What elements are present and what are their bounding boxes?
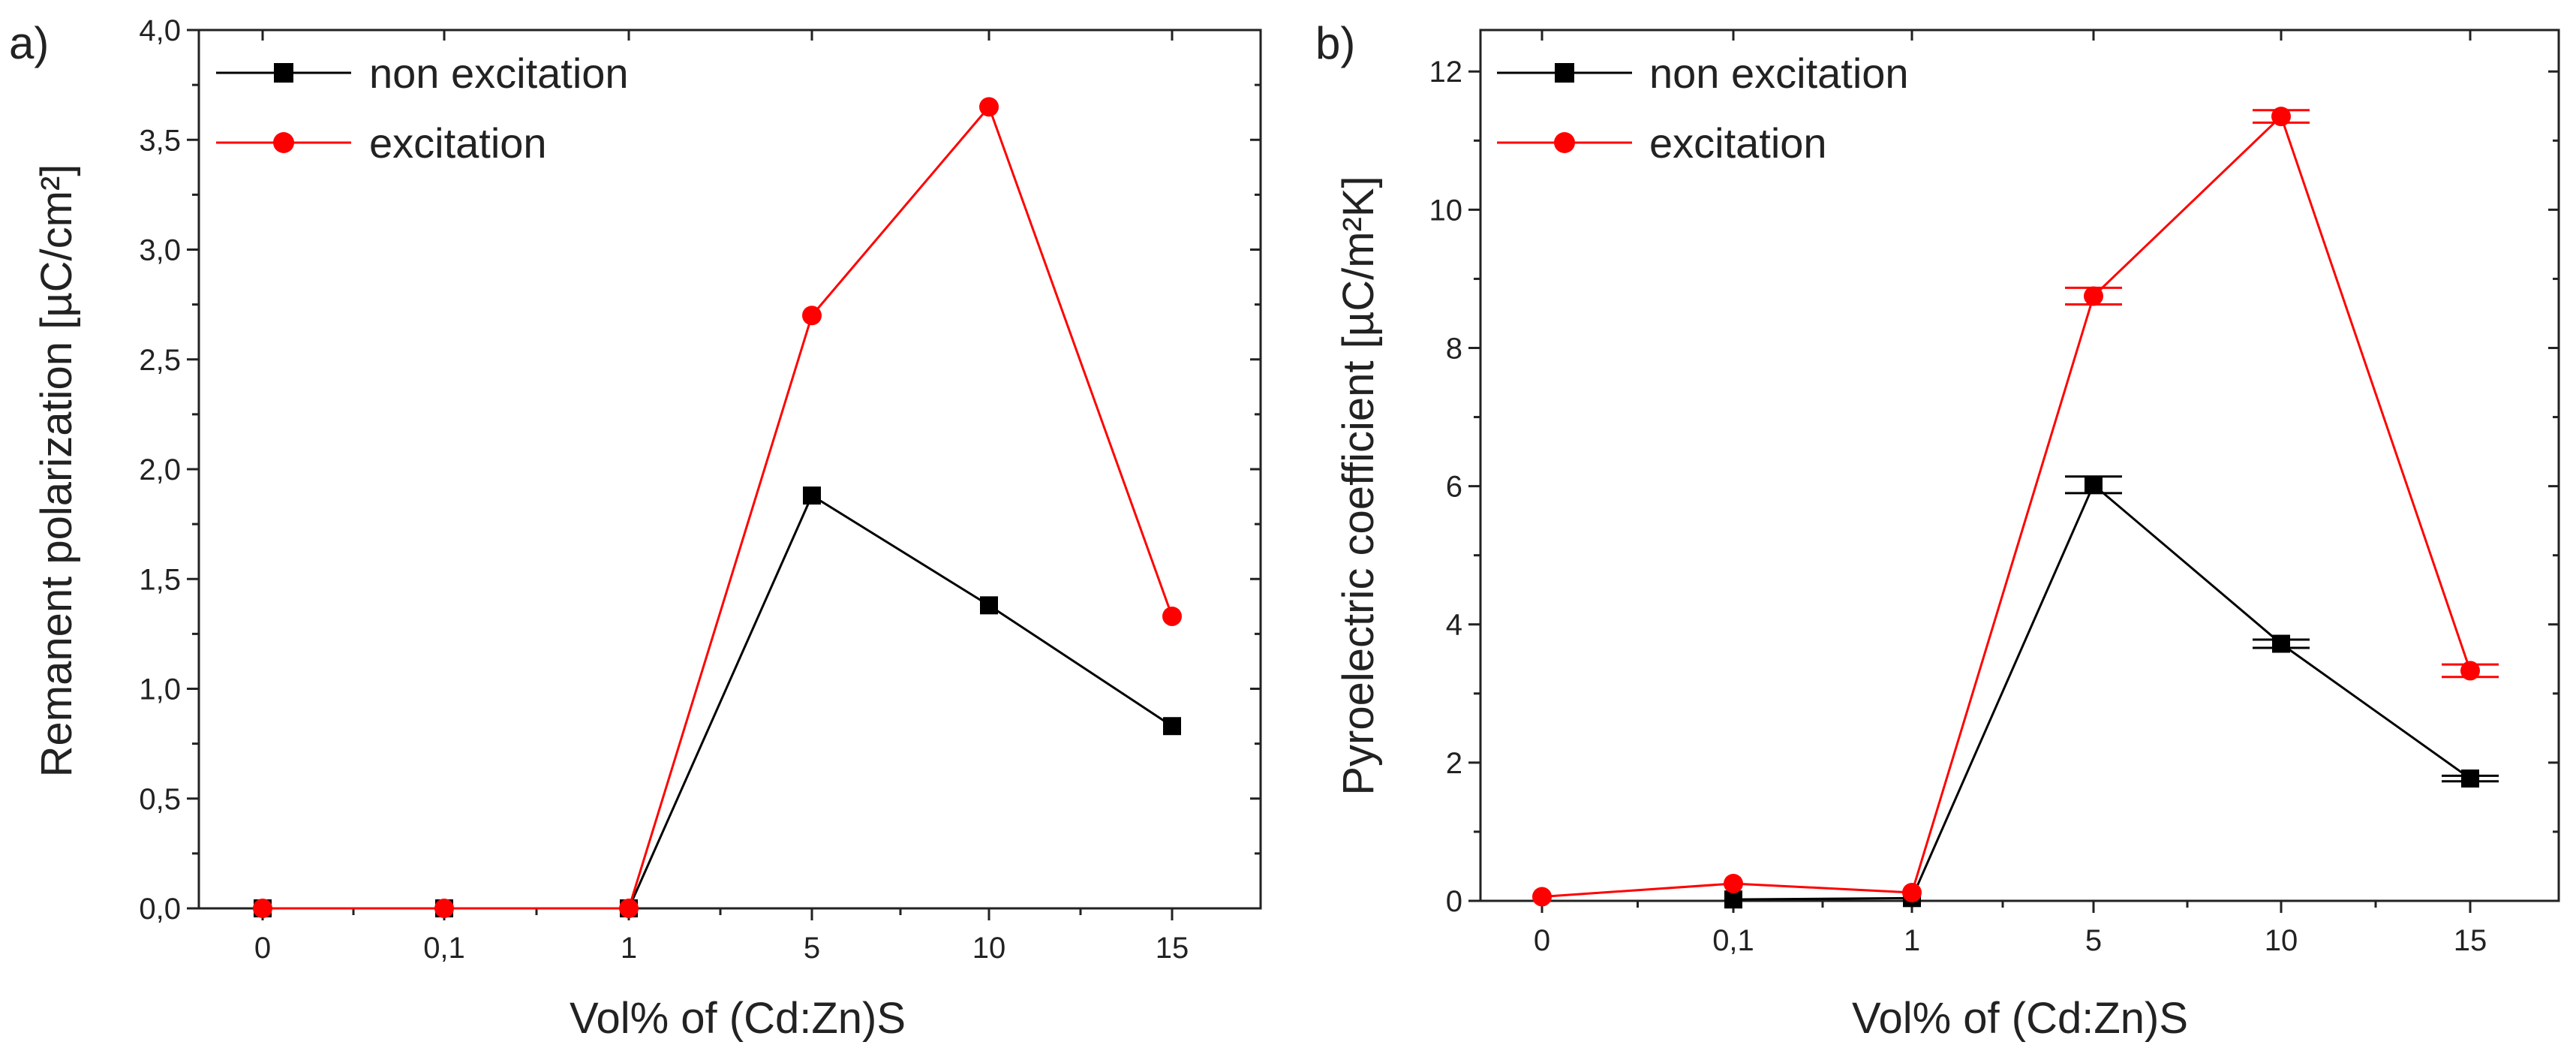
panel-a-legend: non excitation excitation [216,50,629,167]
panel-a-y-tick-label: 0,0 [139,893,181,926]
panel-a-data-point-excitation [434,899,454,918]
panel-a-series-line-non-excitation [263,493,1173,910]
panel-a-y-tick-label: 2,5 [139,344,181,377]
panel-a-y-tick-label: 3,0 [139,234,181,267]
panel-b-y-tick-label: 0 [1446,885,1462,918]
legend-marker-non-excitation [1555,63,1574,83]
panel-a-data-point-excitation [979,97,999,117]
panel-b-legend: non excitation excitation [1497,50,1909,167]
panel-b-y-tick-label: 6 [1446,471,1462,504]
panel-b-label: b) [1315,18,1355,68]
panel-a-x-tick-label: 1 [621,932,637,965]
panel-a-y-tick-label: 3,5 [139,124,181,157]
panel-b-x-axis-title: Vol% of (Cd:Zn)S [1852,994,2188,1043]
panel-a-y-tick-label: 4,0 [139,14,181,47]
panel-b-series-line-excitation [1541,114,2472,898]
panel-b-x-tick-label: 15 [2454,924,2487,957]
legend-label-non-excitation: non excitation [1649,50,1909,97]
panel-b-y-tick-label: 12 [1429,56,1463,89]
panel-a-series-line-excitation [263,104,1174,910]
legend-marker-excitation [273,132,294,153]
panel-b-data-point-excitation [1724,873,1743,893]
panel-b-data-point-excitation [2084,286,2103,306]
panel-b-y-tick-label: 2 [1446,747,1462,780]
panel-b-series-line-non-excitation [1733,483,2471,901]
panel-a-y-tick-label: 1,5 [139,563,181,596]
panel-a: a) Remanent polarization [µC/cm²] Vol% o… [9,14,1262,1043]
panel-b-x-tick-label: 10 [2265,924,2298,957]
panel-b-data-point-excitation [1532,887,1552,907]
panel-b-data-point-excitation [2460,661,2480,681]
panel-b-y-tick-label: 10 [1429,194,1463,227]
panel-a-data-point-excitation [253,899,272,918]
legend-label-non-excitation: non excitation [369,50,629,97]
panel-b-y-axis-title: Pyroelectric coefficient [µC/m²K] [1334,176,1383,795]
panel-b-x-tick-label: 0 [1534,924,1550,957]
panel-b-data-point-excitation [2271,107,2291,127]
legend-label-excitation: excitation [369,119,547,167]
panel-a-x-tick-label: 0 [254,932,271,965]
panel-b: b) Pyroelectric coefficient [µC/m²K] Vol… [1315,18,2560,1043]
panel-a-data-point-non-excitation [1163,717,1181,736]
panel-a-y-tick-label: 2,0 [139,453,181,486]
panel-a-data-point-excitation [619,899,639,918]
panel-b-data-point-excitation [1902,882,1922,902]
panel-a-x-tick-label: 0,1 [423,932,465,965]
panel-a-x-axis-title: Vol% of (Cd:Zn)S [570,994,906,1043]
panel-a-data-point-excitation [1162,606,1182,626]
panel-b-y-tick-label: 4 [1446,609,1462,642]
panel-a-x-tick-label: 15 [1156,932,1189,965]
panel-a-plot-frame [197,29,1262,910]
panel-a-y-tick-label: 1,0 [139,673,181,706]
panel-a-data-point-excitation [802,306,822,326]
panel-b-x-tick-label: 1 [1904,924,1920,957]
panel-b-plot-frame [1479,29,2560,902]
legend-marker-excitation [1554,132,1575,153]
panel-b-data-point-non-excitation [1724,890,1742,909]
panel-b-data-point-non-excitation [2085,475,2103,494]
panel-b-x-tick-label: 0,1 [1712,924,1754,957]
panel-a-data-point-non-excitation [803,486,821,505]
panel-b-data-point-non-excitation [2272,634,2290,653]
panel-b-y-tick-label: 8 [1446,332,1462,365]
panel-a-x-tick-label: 10 [972,932,1006,965]
panel-b-x-tick-label: 5 [2085,924,2102,957]
panel-a-x-tick-label: 5 [804,932,820,965]
panel-a-y-tick-label: 0,5 [139,783,181,816]
panel-b-data-point-non-excitation [2461,769,2479,788]
legend-label-excitation: excitation [1649,119,1827,167]
panel-a-data-point-non-excitation [980,596,998,615]
panel-a-label: a) [9,18,49,68]
panel-a-y-axis-title: Remanent polarization [µC/cm²] [32,164,81,778]
legend-marker-non-excitation [274,63,293,83]
